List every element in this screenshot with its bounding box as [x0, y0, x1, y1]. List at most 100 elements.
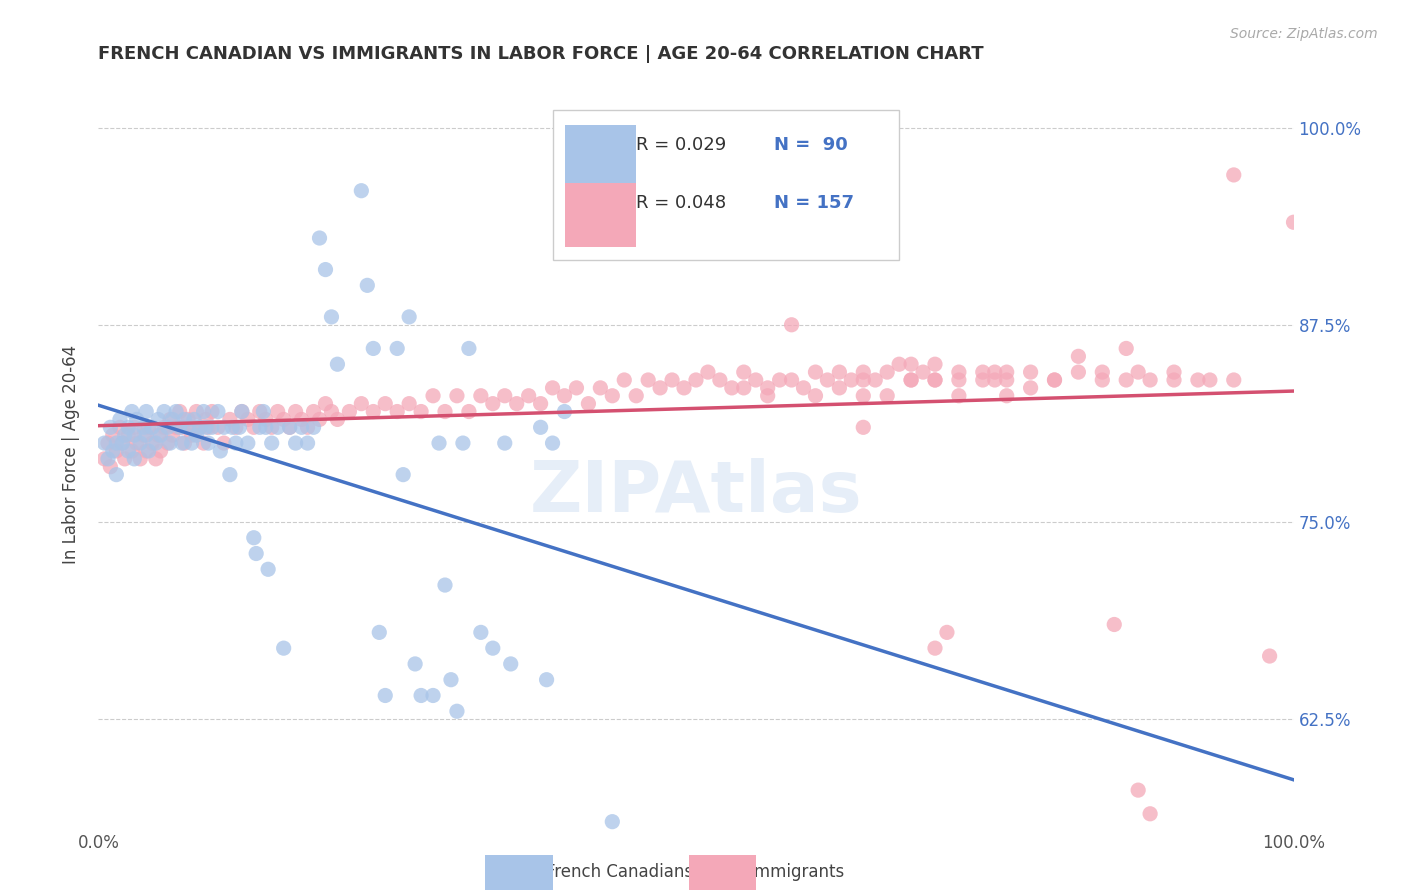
- Point: [948, 365, 970, 379]
- Point: [236, 412, 259, 426]
- Point: [1115, 373, 1137, 387]
- Point: [153, 420, 176, 434]
- Point: [841, 373, 863, 387]
- Point: [129, 436, 152, 450]
- Point: [911, 365, 934, 379]
- Point: [111, 436, 134, 450]
- Point: [315, 397, 337, 411]
- Point: [267, 404, 290, 418]
- Point: [374, 397, 396, 411]
- Point: [422, 689, 444, 703]
- Point: [145, 451, 167, 466]
- Point: [135, 428, 157, 442]
- Point: [260, 420, 283, 434]
- Point: [302, 420, 325, 434]
- Point: [554, 389, 576, 403]
- Point: [148, 412, 170, 426]
- Point: [356, 278, 378, 293]
- Point: [193, 436, 215, 450]
- Point: [972, 365, 994, 379]
- Point: [733, 365, 755, 379]
- Point: [125, 436, 148, 450]
- Point: [446, 704, 468, 718]
- Point: [254, 412, 277, 426]
- Point: [212, 420, 235, 434]
- Point: [177, 420, 200, 434]
- Point: [900, 373, 922, 387]
- Point: [121, 404, 143, 418]
- Point: [321, 310, 343, 324]
- Text: N = 157: N = 157: [773, 194, 853, 212]
- Point: [815, 373, 838, 387]
- FancyBboxPatch shape: [553, 111, 900, 260]
- Point: [193, 404, 215, 418]
- Point: [446, 389, 468, 403]
- Point: [172, 420, 194, 434]
- Point: [249, 404, 271, 418]
- Text: Immigrants: Immigrants: [749, 863, 845, 881]
- Point: [1163, 365, 1185, 379]
- Point: [494, 389, 516, 403]
- Point: [302, 404, 325, 418]
- Point: [236, 436, 259, 450]
- Point: [315, 262, 337, 277]
- Point: [1199, 373, 1222, 387]
- Point: [434, 404, 457, 418]
- Point: [108, 420, 131, 434]
- Point: [440, 673, 463, 687]
- Point: [637, 373, 659, 387]
- Point: [297, 436, 319, 450]
- Point: [114, 451, 136, 466]
- Point: [1067, 349, 1090, 363]
- Point: [392, 467, 415, 482]
- Point: [948, 389, 970, 403]
- Text: R = 0.029: R = 0.029: [637, 136, 727, 154]
- Point: [98, 420, 122, 434]
- Point: [97, 451, 120, 466]
- Point: [458, 404, 481, 418]
- Point: [108, 412, 131, 426]
- Point: [363, 404, 385, 418]
- Point: [291, 420, 314, 434]
- Point: [188, 420, 211, 434]
- Point: [153, 404, 176, 418]
- Point: [995, 389, 1018, 403]
- Point: [541, 381, 564, 395]
- Text: French Canadians: French Canadians: [546, 863, 693, 881]
- Point: [177, 412, 200, 426]
- Point: [1139, 806, 1161, 821]
- Point: [1104, 617, 1126, 632]
- Point: [195, 412, 218, 426]
- Point: [385, 404, 409, 418]
- Point: [267, 420, 290, 434]
- Point: [117, 428, 139, 442]
- Point: [411, 404, 433, 418]
- Point: [132, 420, 155, 434]
- Point: [308, 412, 330, 426]
- Point: [924, 641, 946, 656]
- Point: [1223, 168, 1246, 182]
- Point: [209, 444, 232, 458]
- Point: [326, 357, 349, 371]
- Point: [173, 436, 195, 450]
- Point: [984, 373, 1007, 387]
- Point: [243, 420, 266, 434]
- Point: [169, 404, 191, 418]
- Point: [180, 436, 202, 450]
- Point: [948, 373, 970, 387]
- Point: [876, 389, 898, 403]
- Point: [284, 404, 307, 418]
- Point: [201, 420, 224, 434]
- Text: N =  90: N = 90: [773, 136, 848, 154]
- Point: [434, 578, 457, 592]
- Point: [124, 451, 146, 466]
- Point: [756, 381, 779, 395]
- Point: [180, 428, 202, 442]
- Point: [1067, 365, 1090, 379]
- Point: [339, 404, 361, 418]
- Point: [114, 428, 136, 442]
- Point: [297, 420, 319, 434]
- Point: [93, 436, 115, 450]
- Point: [852, 389, 875, 403]
- Point: [291, 412, 314, 426]
